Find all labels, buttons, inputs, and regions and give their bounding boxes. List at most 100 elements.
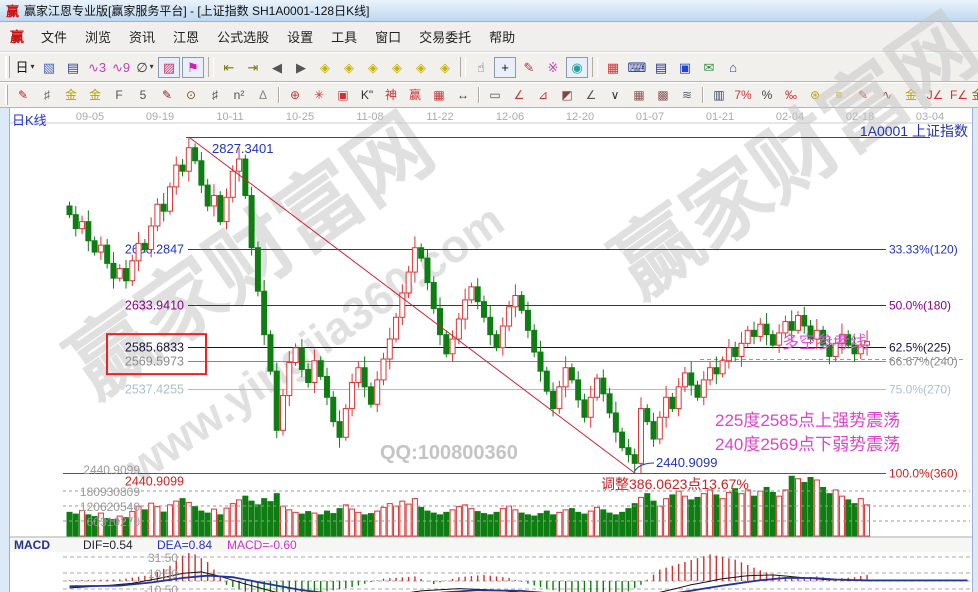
gann-fan-button[interactable]: ∠ — [513, 88, 525, 102]
gann-box-button[interactable]: ▭ — [489, 88, 501, 102]
crosshair-tool-button[interactable]: + — [494, 56, 516, 78]
menu-item-0[interactable]: 文件 — [41, 30, 68, 45]
gann-lines-button[interactable]: ≋ — [681, 88, 693, 102]
overlay-chart-icon[interactable]: ▧ — [42, 59, 56, 75]
pct7-button[interactable]: 7% — [734, 88, 752, 102]
gann-v-check-button[interactable]: ∨ — [610, 88, 620, 102]
j-angle-button[interactable]: J∠ — [926, 88, 944, 102]
wave-button[interactable]: ∿ — [881, 88, 893, 102]
gann-width-button[interactable]: ↔ — [457, 88, 469, 102]
gann-v-expand-button[interactable]: ◈ — [440, 59, 450, 75]
gold-angle-button[interactable]: 金 — [904, 88, 917, 102]
menu-item-1[interactable]: 浏览 — [85, 30, 112, 45]
menu-item-6[interactable]: 工具 — [331, 30, 358, 45]
gann-h-expand-button[interactable]: ◈ — [392, 59, 402, 75]
menu-item-2[interactable]: 资讯 — [129, 30, 156, 45]
gann-draw-icon[interactable]: ▨ — [158, 56, 180, 78]
volume-bar — [594, 506, 601, 537]
f-angle-button[interactable]: F∠ — [949, 88, 969, 102]
gann-ying-button[interactable]: 赢 — [408, 88, 421, 102]
pattern-tool-button[interactable]: ※ — [547, 59, 559, 75]
ma9-icon[interactable]: ∿9 — [111, 59, 131, 75]
gann-v-compress-button[interactable]: ◈ — [416, 59, 426, 75]
candle-body — [468, 286, 475, 301]
hand-tool-button[interactable]: ☝ — [477, 59, 485, 75]
mark-pen-button[interactable]: ✎ — [523, 59, 535, 75]
symbol-label: 1A0001 上证指数 — [859, 123, 968, 139]
gann-comb-button[interactable]: ♯ — [212, 88, 218, 102]
gann-spiral5-button[interactable]: 5 — [139, 88, 147, 102]
draw-pen-button[interactable]: ✎ — [17, 88, 29, 102]
gann-square-button[interactable]: ▣ — [337, 88, 349, 102]
menu-item-5[interactable]: 设置 — [287, 30, 314, 45]
period-daily-button[interactable]: 日 ▾ — [15, 59, 35, 75]
adjustment-note: 调整386.0623点13.67% — [601, 476, 749, 492]
gann-grid-a-button[interactable]: ▦ — [633, 88, 645, 102]
gann-fan-box-button[interactable]: ⊿ — [537, 88, 549, 102]
candle-style-button[interactable]: ∅ ▾ — [136, 59, 154, 75]
toolbar-separator — [478, 86, 480, 104]
candle-body — [455, 318, 462, 340]
gann-fan-square-button[interactable]: ◩ — [561, 88, 573, 102]
calculator-button[interactable]: ⌨ — [627, 59, 647, 75]
volume-bar — [160, 511, 167, 537]
gold-lines-button[interactable]: ≡ — [835, 88, 843, 102]
peak-price-label: 2827.3401 — [212, 141, 274, 156]
mail-button[interactable]: ✉ — [703, 59, 715, 75]
gann-ruler-button[interactable]: ♯ — [44, 88, 50, 102]
color-flag-icon[interactable]: ⚑ — [182, 56, 204, 78]
volume-bar — [210, 508, 217, 537]
first-bar-button[interactable]: ⇤ — [223, 59, 235, 75]
candle-body — [66, 205, 73, 216]
gann-grid123-button[interactable]: ▦ — [433, 88, 445, 102]
percent-lines-button[interactable]: ‰ — [785, 88, 797, 102]
prev-bar-button[interactable]: ◀ — [272, 59, 282, 75]
menu-item-3[interactable]: 江恩 — [173, 30, 200, 45]
gann-angle-lines-button[interactable]: ∠ — [585, 88, 597, 102]
last-bar-button[interactable]: ⇥ — [247, 59, 259, 75]
gann-gold-grid-button[interactable]: 金 — [88, 88, 101, 102]
gann-n2-button[interactable]: n² — [233, 88, 245, 102]
gann-circle-cross-button[interactable]: ⊕ — [289, 88, 301, 102]
gann-wheel-button[interactable]: ⊙ — [185, 88, 197, 102]
menu-item-9[interactable]: 帮助 — [489, 30, 516, 45]
gann-shen-button[interactable]: 神 — [384, 88, 397, 102]
candle-body — [644, 408, 651, 423]
memo-button[interactable]: ▤ — [654, 59, 668, 75]
volume-bar — [663, 498, 670, 537]
volume-bar — [851, 503, 858, 537]
gann-gold-ruler-button[interactable]: 金 — [64, 88, 77, 102]
save-button[interactable]: ▣ — [678, 59, 692, 75]
date-tick-02-18: 02-18 — [845, 111, 875, 123]
candle-body — [581, 399, 588, 418]
gold-circle-button[interactable]: ⊛ — [809, 88, 821, 102]
gann-star-button[interactable]: ✳ — [313, 88, 325, 102]
gann-grid-b-button[interactable]: ▩ — [657, 88, 669, 102]
menu-item-4[interactable]: 公式选股 — [217, 30, 270, 45]
ma3-icon[interactable]: ∿3 — [87, 59, 107, 75]
gann-pen2-button[interactable]: ✎ — [161, 88, 173, 102]
gann-angle-a-button[interactable]: Δ — [258, 88, 267, 102]
red-pen-button[interactable]: ✎ — [857, 88, 869, 102]
gann-h-compress-button[interactable]: ◈ — [368, 59, 378, 75]
percent-button[interactable]: % — [761, 88, 773, 102]
next-bar-button[interactable]: ▶ — [296, 59, 306, 75]
candle-body — [594, 377, 601, 398]
smart-analysis-button[interactable]: ◉ — [566, 56, 588, 78]
gann-k2-button[interactable]: K" — [360, 88, 374, 102]
quote-list-icon[interactable]: ▤ — [66, 59, 80, 75]
gold-angle2-button[interactable]: 金∠ — [971, 88, 978, 102]
vol-percent-button[interactable]: ▥ — [713, 88, 725, 102]
menu-item-8[interactable]: 交易委托 — [419, 30, 472, 45]
gann-f-ruler-button[interactable]: F — [115, 88, 123, 102]
remote-button[interactable]: ⌂ — [729, 59, 737, 75]
gann-step-left-button[interactable]: ◈ — [320, 59, 330, 75]
menu-item-7[interactable]: 窗口 — [375, 30, 402, 45]
calendar-button[interactable]: ▦ — [606, 59, 620, 75]
window-titlebar[interactable]: 赢 赢家江恩专业版[赢家服务平台] - [上证指数 SH1A0001-128日K… — [0, 0, 978, 22]
volume-bar — [644, 493, 651, 537]
candle-body — [135, 242, 142, 262]
gann-step-right-button[interactable]: ◈ — [344, 59, 354, 75]
volume-bar — [619, 511, 626, 537]
